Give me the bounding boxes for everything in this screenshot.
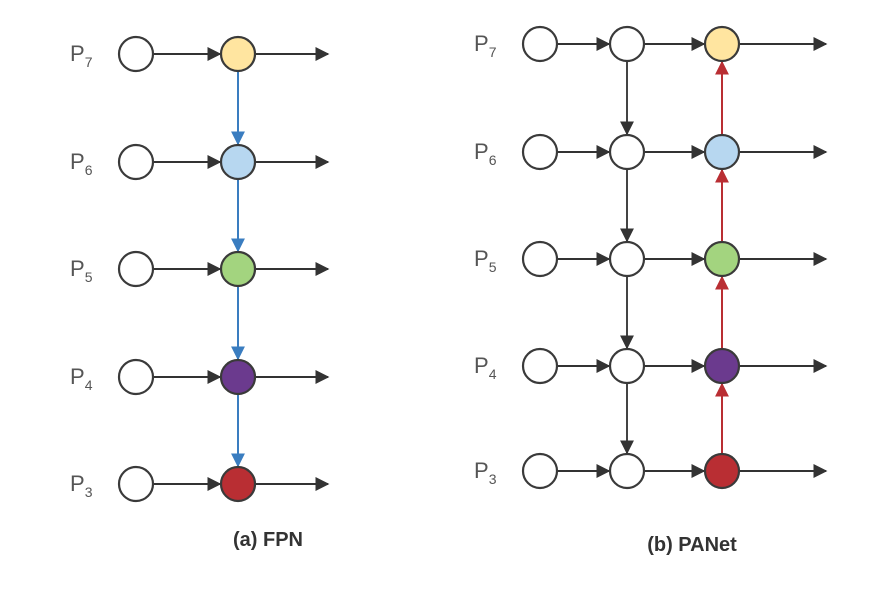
level-label-subscript: 6 (85, 162, 93, 178)
fpn-input-node-p4 (117, 358, 155, 396)
panet-bottomup-node-p3 (703, 452, 741, 490)
panet-input-node-p5 (521, 240, 559, 278)
level-label-prefix: P (474, 458, 489, 483)
panet-level-label-p4: P4 (474, 353, 497, 382)
panet-input-node-p7 (521, 25, 559, 63)
panet-bottomup-node-p4 (703, 347, 741, 385)
nodes-layer (117, 25, 741, 503)
panet-topdown-node-p7 (608, 25, 646, 63)
fpn-level-label-p5: P5 (70, 256, 93, 285)
panet-level-label-p6: P6 (474, 139, 497, 168)
panet-level-label-p5: P5 (474, 246, 497, 275)
level-label-subscript: 5 (85, 269, 93, 285)
fpn-level-label-p6: P6 (70, 149, 93, 178)
panet-input-node-p3 (521, 452, 559, 490)
fpn-fused-node-p7 (219, 35, 257, 73)
level-label-subscript: 4 (489, 366, 497, 382)
level-label-prefix: P (474, 353, 489, 378)
fpn-fused-node-p5 (219, 250, 257, 288)
fpn-fused-node-p4 (219, 358, 257, 396)
fpn-input-node-p3 (117, 465, 155, 503)
level-label-prefix: P (70, 149, 85, 174)
fpn-fused-node-p3 (219, 465, 257, 503)
level-label-subscript: 3 (85, 484, 93, 500)
fpn-caption: (a) FPN (233, 529, 303, 551)
panet-topdown-node-p5 (608, 240, 646, 278)
level-label-prefix: P (474, 31, 489, 56)
level-label-prefix: P (70, 471, 85, 496)
level-label-prefix: P (474, 246, 489, 271)
panet-bottomup-node-p7 (703, 25, 741, 63)
level-label-subscript: 3 (489, 471, 497, 487)
fpn-level-label-p4: P4 (70, 364, 93, 393)
level-label-prefix: P (474, 139, 489, 164)
panet-input-node-p6 (521, 133, 559, 171)
fpn-input-node-p7 (117, 35, 155, 73)
level-label-subscript: 5 (489, 259, 497, 275)
panet-caption: (b) PANet (647, 534, 737, 556)
panet-bottomup-node-p6 (703, 133, 741, 171)
edges-layer (153, 37, 828, 491)
panet-topdown-node-p6 (608, 133, 646, 171)
panet-level-label-p3: P3 (474, 458, 497, 487)
level-label-prefix: P (70, 256, 85, 281)
fpn-input-node-p6 (117, 143, 155, 181)
panet-level-label-p7: P7 (474, 31, 497, 60)
fpn-level-label-p7: P7 (70, 41, 93, 70)
level-label-subscript: 7 (85, 54, 93, 70)
fpn-input-node-p5 (117, 250, 155, 288)
fpn-level-label-p3: P3 (70, 471, 93, 500)
panet-bottomup-node-p5 (703, 240, 741, 278)
fpn-fused-node-p6 (219, 143, 257, 181)
panet-topdown-node-p4 (608, 347, 646, 385)
panet-topdown-node-p3 (608, 452, 646, 490)
level-label-subscript: 4 (85, 377, 93, 393)
level-label-prefix: P (70, 364, 85, 389)
panet-input-node-p4 (521, 347, 559, 385)
level-label-prefix: P (70, 41, 85, 66)
level-label-subscript: 6 (489, 152, 497, 168)
level-label-subscript: 7 (489, 44, 497, 60)
